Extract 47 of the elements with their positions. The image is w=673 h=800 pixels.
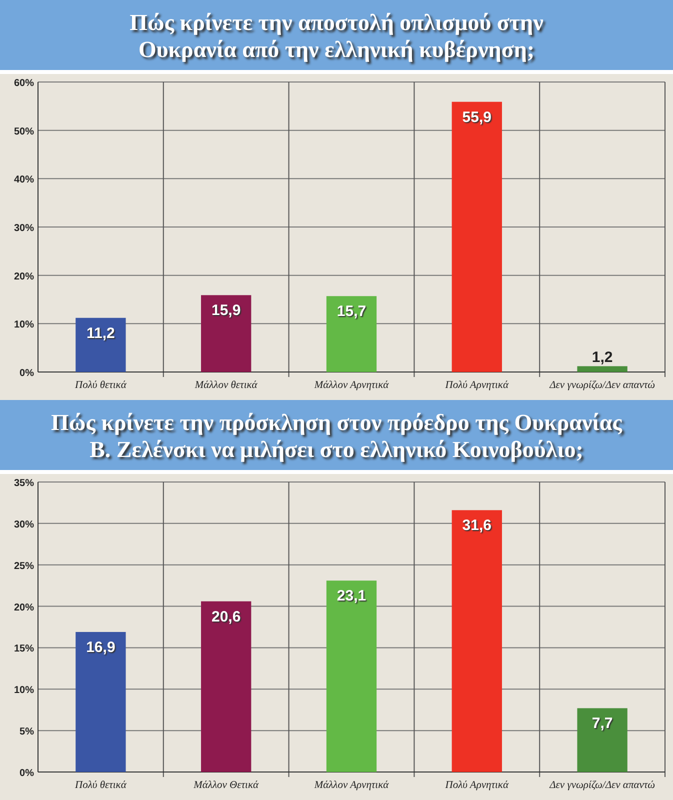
data-label: 23,1 (336, 588, 366, 605)
x-tick-label: Πολύ θετικά (74, 780, 127, 791)
data-label: 15,7 (336, 303, 366, 320)
data-label: 11,2 (86, 324, 115, 342)
y-tick-label: 40% (14, 174, 34, 186)
data-label: 15,9 (212, 302, 241, 320)
y-tick-label: 0% (20, 368, 34, 379)
data-label: 20,6 (212, 608, 241, 626)
y-tick-label: 20% (14, 271, 34, 282)
y-tick-label: 20% (14, 602, 34, 614)
y-tick-label: 5% (20, 726, 34, 738)
y-tick-label: 10% (14, 685, 34, 696)
data-label: 31,6 (462, 517, 492, 534)
x-tick-label: Δεν γνωρίζω/Δεν απαντώ (548, 380, 655, 391)
chart-title: Πώς κρίνετε την πρόσκληση στον πρόεδρο της Ουκρανίας Β. Ζελένσκι να μιλήσει στο ελληνικό Κοινοβούλιο; (51, 410, 622, 462)
bar (326, 580, 377, 772)
bar (326, 296, 377, 372)
x-tick-label: Πολύ Αρνητικά (444, 380, 509, 391)
x-tick-label: Πολύ θετικά (74, 380, 127, 391)
x-tick-label: Μάλλον Θετικά (192, 780, 259, 791)
data-label: 16,9 (86, 638, 116, 656)
y-tick-label: 30% (14, 223, 34, 234)
bar (201, 295, 252, 372)
y-tick-label: 25% (14, 560, 34, 572)
y-tick-label: 0% (20, 768, 34, 779)
chart-title: Πώς κρίνετε την αποστολή οπλισμού στην Ουκρανία από την ελληνική κυβέρνηση; (130, 10, 544, 62)
bar (201, 601, 252, 772)
bar (452, 510, 502, 772)
x-tick-label: Μάλλον Αρνητικά (313, 380, 390, 391)
y-tick-label: 35% (14, 478, 34, 489)
bar (577, 708, 628, 772)
bar (452, 102, 502, 372)
bar (76, 318, 126, 372)
y-tick-label: 10% (14, 320, 34, 331)
bar (76, 632, 126, 772)
x-tick-label: Μάλλον θετικά (194, 380, 258, 391)
data-label: 7,7 (592, 715, 613, 732)
y-tick-label: 50% (14, 126, 34, 138)
y-tick-label: 30% (14, 519, 34, 530)
data-label: 55,9 (462, 108, 492, 126)
y-tick-label: 15% (14, 644, 34, 655)
x-tick-label: Δεν γνωρίζω/Δεν απαντώ (548, 780, 655, 791)
y-tick-label: 60% (14, 78, 34, 89)
data-label: 1,2 (592, 349, 613, 366)
x-tick-label: Μάλλον Αρνητικά (313, 780, 390, 791)
x-tick-label: Πολύ Αρνητικά (444, 780, 509, 791)
bar (577, 366, 628, 372)
